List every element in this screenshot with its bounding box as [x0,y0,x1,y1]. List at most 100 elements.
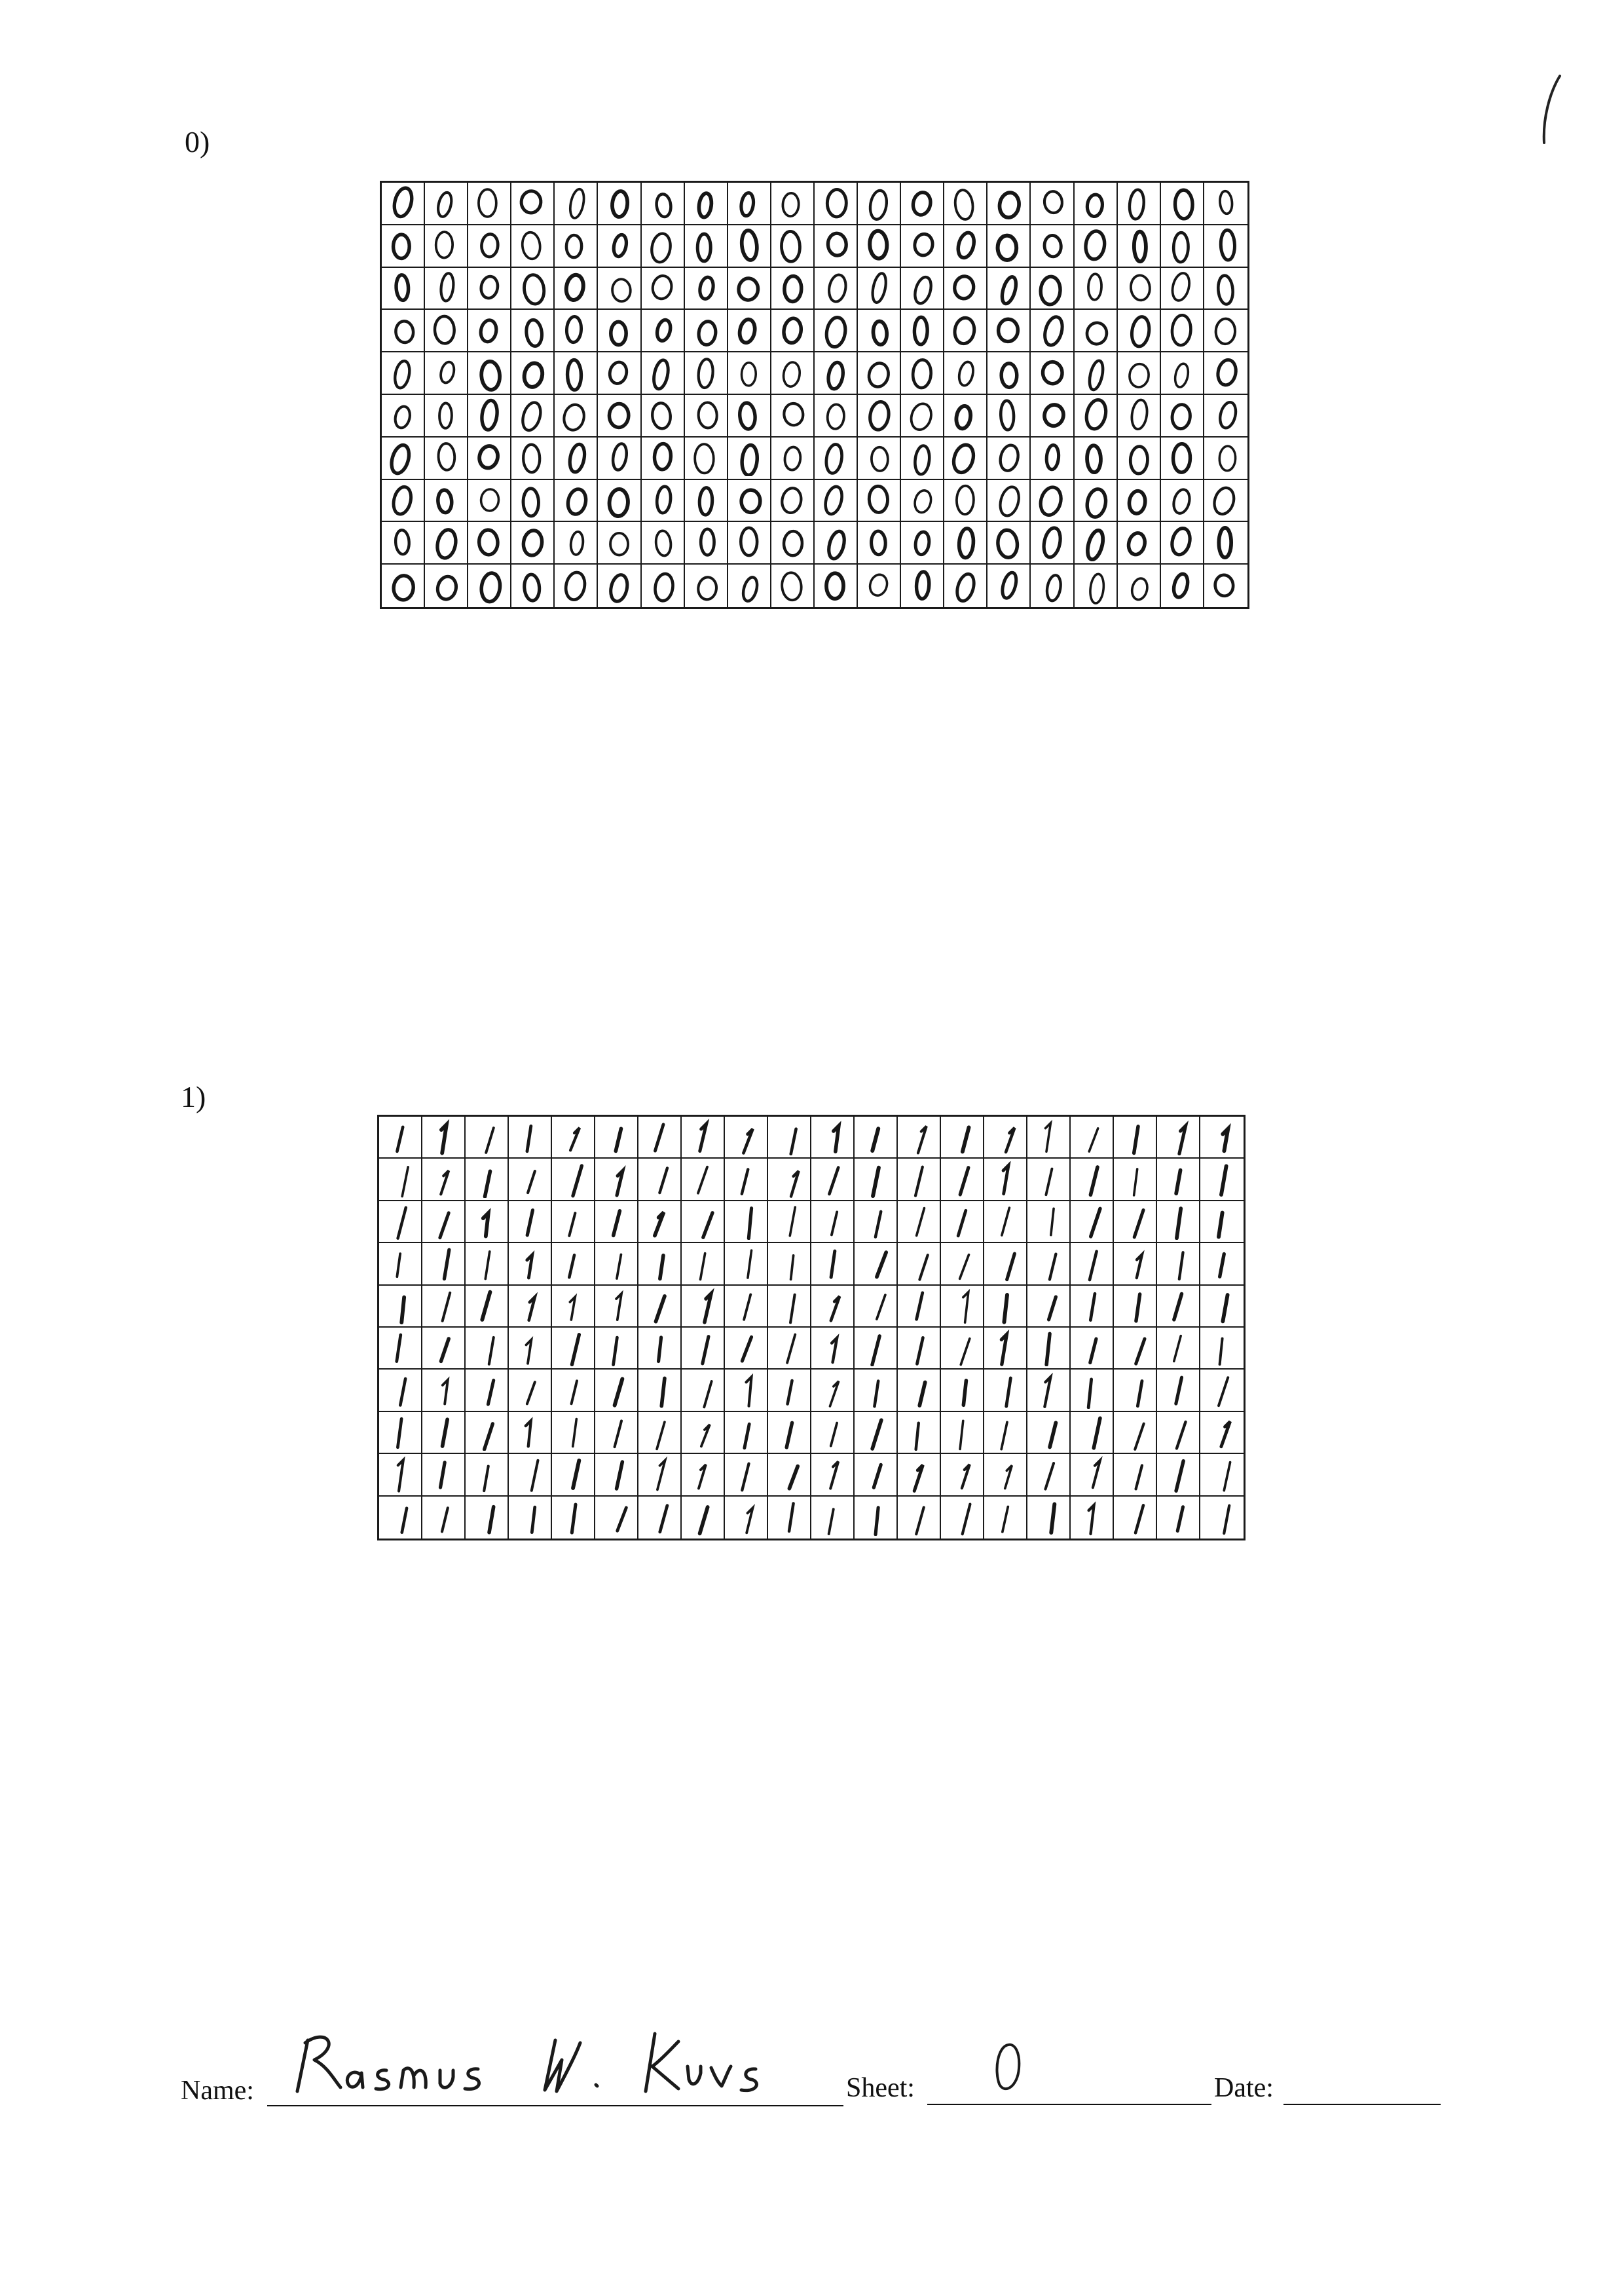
grid-cell [379,1370,422,1412]
grid-cell [598,395,642,438]
grid-cell [595,1285,638,1328]
handwritten-zero [783,445,802,472]
handwritten-zero [480,233,500,259]
handwritten-zero [438,401,453,430]
handwritten-one [483,1169,492,1198]
handwritten-zero [570,530,585,556]
handwritten-zero [1088,359,1105,391]
grid-cell [1027,1117,1071,1159]
handwritten-one [876,1294,887,1320]
grid-cell [944,479,988,523]
name-field-line [267,2105,843,2106]
grid-cell [595,1117,638,1159]
handwritten-zero [958,360,975,387]
grid-cell [728,225,771,268]
handwritten-zero [953,274,976,301]
grid-cell [944,267,988,310]
grid-cell [855,1201,898,1244]
handwritten-one [483,1465,490,1493]
handwritten-one [616,1506,628,1533]
grid-cell [984,1201,1027,1244]
handwritten-zero [999,485,1021,517]
handwritten-zero [523,572,542,603]
handwritten-one [525,1380,536,1405]
handwritten-one [400,1506,409,1534]
handwritten-zero [868,189,889,221]
handwritten-zero [439,272,455,303]
grid-cell [509,1201,552,1244]
grid-cell [1074,310,1118,353]
grid-cell [468,395,512,438]
handwritten-zero [912,358,933,390]
grid-cell [1157,1285,1200,1328]
grid-cell [511,479,555,523]
section-label-zero: 0) [185,125,210,159]
handwritten-one [1175,1206,1183,1240]
grid-cell [898,1370,941,1412]
grid-cell [468,225,512,268]
handwritten-zero [565,233,583,259]
grid-cell [595,1159,638,1201]
grid-cell [595,1370,638,1412]
handwritten-zero [912,315,930,346]
grid-cell [858,225,902,268]
handwritten-zero [523,273,546,306]
grid-cell [682,1201,725,1244]
grid-cell [1204,522,1247,565]
grid-cell [511,225,555,268]
handwritten-one [441,1376,450,1406]
grid-cell [725,1159,768,1201]
grid-cell [984,1496,1027,1539]
handwritten-zero [1042,526,1062,559]
grid-cell [552,1328,595,1370]
handwritten-one [1086,1377,1094,1409]
grid-cell [595,1411,638,1455]
grid-cell [682,1496,725,1539]
handwritten-one [571,1459,581,1491]
grid-cell [1114,1243,1157,1286]
handwritten-zero [522,361,545,389]
grid-cell [768,1496,811,1539]
handwritten-one [829,1295,841,1322]
handwritten-zero [1128,188,1145,221]
grid-cell [468,522,512,565]
grid-cell [379,1454,422,1497]
handwritten-zero [997,317,1020,343]
grid-cell [941,1243,984,1286]
handwritten-zero [1216,358,1238,386]
handwritten-one [616,1254,623,1280]
handwritten-zero [611,442,628,472]
handwritten-one [612,1335,619,1367]
grid-cell [422,1285,466,1328]
handwritten-one [1132,1167,1139,1197]
handwritten-one [396,1125,405,1153]
handwritten-one [743,1422,751,1450]
handwritten-one [1046,1295,1058,1322]
grid-cell [638,1201,682,1244]
handwritten-one [872,1463,883,1490]
handwritten-one [962,1288,970,1324]
grid-cell [425,565,469,607]
handwritten-one [438,1211,451,1240]
grid-cell [814,522,858,565]
grid-cell [771,395,815,438]
grid-cell [468,565,512,607]
handwritten-zero [1083,229,1106,261]
handwritten-zero [477,528,500,557]
handwritten-one [745,1503,755,1534]
grid-cell [1071,1411,1114,1455]
handwritten-one [485,1127,495,1155]
handwritten-one [832,1121,841,1154]
handwritten-one [1003,1465,1014,1490]
grid-cell [901,352,945,395]
grid-cell [725,1411,768,1455]
grid-cell [728,395,771,438]
handwritten-zero [608,572,629,603]
handwritten-zero [1172,572,1190,599]
grid-cell [555,522,599,565]
grid-cell [1160,225,1204,268]
grid-cell [1114,1370,1157,1412]
handwritten-zero [568,442,587,474]
handwritten-one [870,1127,881,1153]
handwritten-one [525,1336,534,1365]
